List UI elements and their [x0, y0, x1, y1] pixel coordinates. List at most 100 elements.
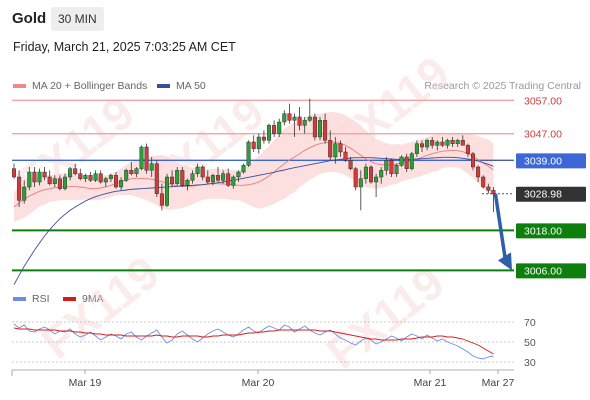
candle-body — [159, 193, 164, 206]
rsi-tick-label: 70 — [524, 317, 536, 329]
candle-body — [440, 141, 445, 146]
current-price-label: 3028.98 — [524, 189, 562, 201]
candle-body — [261, 136, 266, 141]
candle-body — [129, 170, 134, 174]
candles-layer — [11, 98, 496, 212]
candle-body — [73, 168, 78, 174]
candle-body — [154, 163, 159, 194]
candle-body — [318, 120, 323, 138]
projection-arrow-head — [498, 252, 512, 271]
price-labels-layer: 3057.00 3047.00 3039.00 3018.00 3006.00 3028.… — [516, 95, 586, 279]
candle-body — [272, 125, 277, 134]
candle-body — [164, 176, 169, 206]
candle-body — [246, 141, 251, 166]
candle-body — [338, 143, 343, 153]
candle-body — [190, 173, 195, 181]
level-label-box — [516, 223, 586, 239]
candle-body — [471, 153, 476, 168]
candle-body — [277, 121, 282, 134]
candle-body — [481, 176, 486, 188]
candle-body — [374, 176, 379, 183]
level-label-box — [516, 263, 586, 279]
support-label: 3018.00 — [524, 225, 562, 237]
candle-body — [430, 140, 435, 146]
bollinger-band-layer — [14, 112, 494, 222]
candle-body — [88, 175, 93, 181]
resistance-label: 3057.00 — [524, 95, 562, 107]
candle-body — [42, 171, 47, 178]
candle-body — [369, 166, 374, 183]
candle-body — [476, 166, 481, 178]
pivot-label: 3039.00 — [524, 155, 562, 167]
candle-body — [358, 178, 363, 188]
candle-body — [195, 166, 200, 174]
ma50-label: MA 50 — [176, 80, 206, 92]
candle-body — [17, 176, 22, 201]
candle-body — [348, 160, 353, 169]
candle-body — [32, 171, 37, 183]
candle-body — [205, 176, 210, 183]
rsi-tick-label: 50 — [524, 337, 536, 349]
candle-body — [175, 170, 180, 184]
candle-body — [379, 170, 384, 178]
candle-body — [108, 175, 113, 179]
watermark-text: FX119 — [317, 256, 454, 379]
candle-body — [394, 165, 399, 174]
candle-body — [236, 171, 241, 178]
candle-body — [435, 141, 440, 146]
candle-body — [414, 143, 419, 154]
ma20-swatch — [13, 84, 26, 89]
credit-text: Research © 2025 Trading Central — [424, 80, 581, 92]
time-axis-label: Mar 27 — [482, 377, 515, 389]
candle-body — [98, 173, 103, 183]
candle-body — [251, 141, 256, 149]
legend-ma50: MA 50 — [157, 80, 206, 92]
candle-body — [93, 173, 98, 181]
candle-body — [47, 176, 52, 184]
candle-body — [323, 120, 328, 141]
candle-body — [455, 140, 460, 144]
candle-body — [445, 140, 450, 146]
current-price-box — [516, 186, 586, 202]
candle-body — [68, 168, 73, 178]
chart-header: Gold 30 MIN — [0, 0, 590, 36]
candle-body — [302, 120, 307, 126]
candle-body — [103, 178, 108, 183]
candle-body — [297, 116, 302, 126]
projection-arrow-shaft — [493, 193, 507, 258]
candle-body — [63, 176, 68, 189]
rsi-ma-swatch — [63, 297, 76, 302]
candle-body — [22, 186, 27, 201]
ma50-swatch — [157, 84, 170, 89]
legend-rsi: RSI — [13, 293, 50, 305]
legend-rsi-ma: 9MA — [63, 293, 104, 305]
candle-body — [144, 146, 149, 171]
ma20-label: MA 20 + Bollinger Bands — [32, 80, 148, 92]
candle-body — [333, 143, 338, 158]
candle-body — [389, 160, 394, 174]
candle-body — [185, 180, 190, 186]
candle-body — [27, 171, 32, 188]
time-axis-label: Mar 20 — [242, 377, 275, 389]
rsi-panel: 70 50 30 — [12, 317, 536, 369]
candle-body — [231, 176, 236, 186]
candle-body — [37, 171, 42, 183]
candle-body — [425, 140, 430, 148]
candle-body — [124, 170, 129, 181]
rsi-ma-line — [13, 327, 494, 355]
watermark-text: FX119 — [32, 246, 169, 369]
candle-body — [215, 175, 220, 181]
candle-body — [139, 146, 144, 169]
candle-body — [180, 170, 185, 186]
candle-body — [287, 113, 292, 121]
candle-body — [83, 175, 88, 179]
candle-body — [460, 140, 465, 146]
candle-body — [486, 186, 491, 191]
candle-body — [491, 190, 496, 194]
candle-body — [363, 166, 368, 179]
timeframe-button[interactable]: 30 MIN — [51, 7, 104, 31]
candle-body — [420, 143, 425, 148]
candle-body — [267, 125, 272, 141]
candle-body — [57, 178, 62, 189]
